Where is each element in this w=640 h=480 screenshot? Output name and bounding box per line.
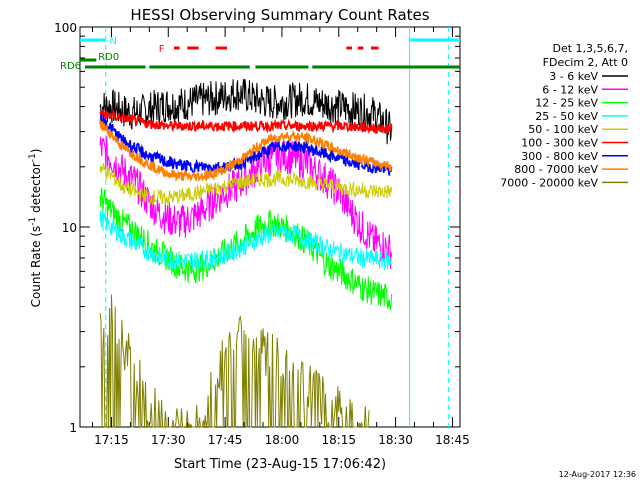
series-line-4 (99, 162, 393, 207)
y-axis-label-mid: detector (29, 162, 43, 217)
y-axis-label-end: ) (29, 149, 43, 154)
status-label-rd0: RD0 (98, 52, 119, 63)
status-label-n: N (110, 36, 117, 47)
legend-header-line-1: Det 1,3,5,6,7, (552, 42, 628, 55)
series-line-3 (99, 210, 393, 271)
x-tick-label-0: 17:15 (94, 433, 129, 447)
x-tick-label-3: 18:00 (265, 433, 300, 447)
legend-label-7: 800 - 7000 keV (514, 163, 598, 176)
y-axis-label-main: Count Rate (s (29, 226, 43, 308)
legend-label-6: 300 - 800 keV (521, 150, 598, 163)
footer-date: 12-Aug-2017 12:36 (559, 470, 636, 479)
x-tick-label-2: 17:45 (208, 433, 243, 447)
series-line-7 (99, 119, 393, 183)
series-line-0 (99, 78, 393, 145)
series-line-5 (99, 108, 393, 135)
y-axis-label: Count Rate (s-1 detector-1) (28, 149, 43, 308)
y-tick-label-2: 100 (54, 21, 77, 35)
legend-label-5: 100 - 300 keV (521, 137, 598, 150)
y-axis-label-sup2: -1 (28, 153, 38, 162)
x-tick-label-6: 18:45 (435, 433, 470, 447)
legend-label-0: 3 - 6 keV (549, 70, 598, 83)
legend-label-8: 7000 - 20000 keV (500, 176, 598, 189)
legend-header-line-2: FDecim 2, Att 0 (543, 56, 628, 69)
legend-label-1: 6 - 12 keV (542, 83, 598, 96)
plot-layer: 17:15 17:30 17:45 18:00 18:15 18:30 18:45 1 10 10… (54, 21, 470, 447)
x-tick-label-5: 18:30 (378, 433, 413, 447)
status-label-rd6: RD6 (60, 61, 81, 72)
y-tick-label-0: 1 (69, 421, 77, 435)
x-axis-label: Start Time (23-Aug-15 17:06:42) (174, 457, 386, 472)
y-tick-label-1: 10 (62, 221, 77, 235)
x-tick-label-1: 17:30 (151, 433, 186, 447)
legend-label-3: 25 - 50 keV (535, 110, 598, 123)
x-tick-label-4: 18:15 (321, 433, 356, 447)
series-layer (99, 78, 393, 429)
legend-label-2: 12 - 25 keV (535, 97, 598, 110)
series-line-8 (99, 294, 370, 429)
y-axis-label-sup1: -1 (28, 217, 38, 226)
chart-title: HESSI Observing Summary Count Rates (130, 6, 429, 24)
status-label-f: F (159, 44, 165, 55)
legend-label-4: 50 - 100 keV (528, 123, 598, 136)
